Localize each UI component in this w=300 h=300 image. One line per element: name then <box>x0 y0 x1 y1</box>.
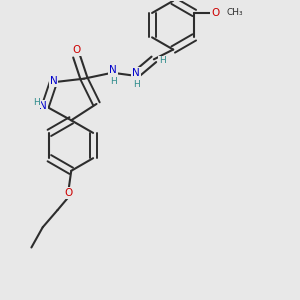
Text: O: O <box>65 188 73 198</box>
Text: N: N <box>132 68 140 78</box>
Text: H: H <box>33 98 40 107</box>
Text: H: H <box>134 80 140 88</box>
Text: H: H <box>159 56 166 65</box>
Text: O: O <box>211 8 220 18</box>
Text: H: H <box>110 76 117 85</box>
Text: CH₃: CH₃ <box>226 8 243 17</box>
Text: O: O <box>73 45 81 55</box>
Text: N: N <box>109 65 117 75</box>
Text: N: N <box>50 76 57 86</box>
Text: N: N <box>39 101 47 111</box>
